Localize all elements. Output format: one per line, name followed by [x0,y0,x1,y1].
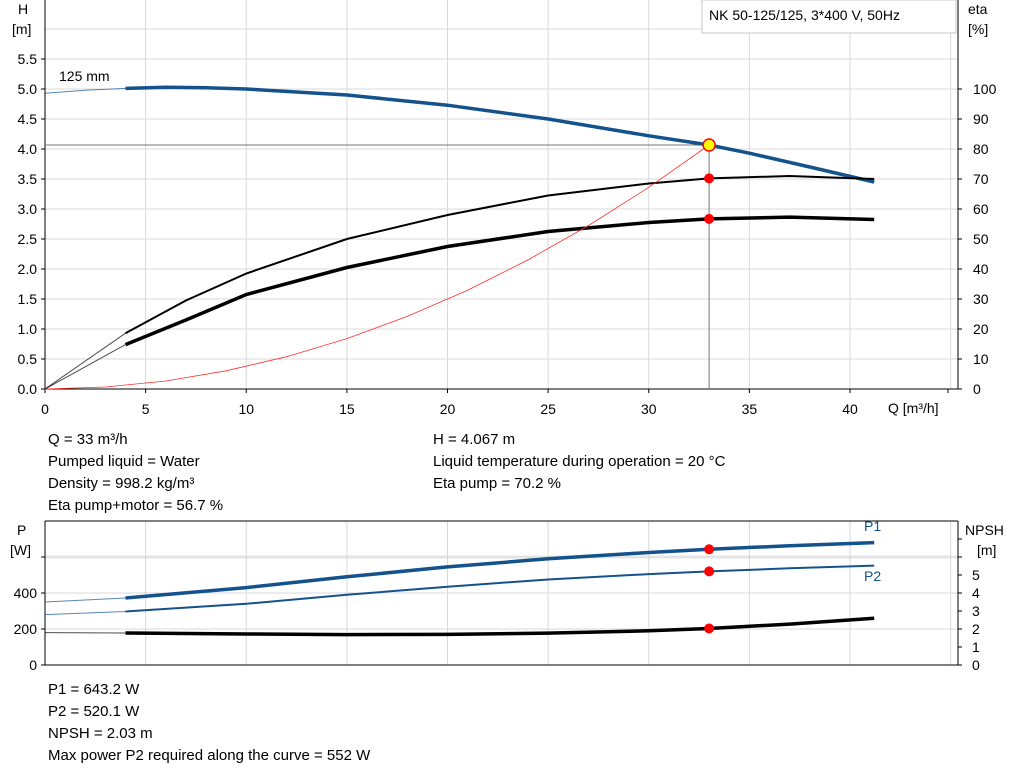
info-p2: P2 = 520.1 W [48,703,140,720]
npsh-axis-label: NPSH [965,522,1004,538]
eta-axis-label: eta [968,1,988,17]
p2-duty-marker [704,566,715,577]
q-tick-label: 0 [41,401,49,417]
eta-tick-label: 40 [973,261,989,277]
h-tick-label: 5.5 [18,51,38,67]
npsh-curve [125,616,875,637]
info-flow: Q = 33 m³/h [48,431,128,448]
bottom-chart-series [44,540,875,637]
npsh-axis-unit: [m] [977,542,996,558]
q-tick-label: 40 [842,401,858,417]
p-axis-unit: [W] [10,542,31,558]
q-tick-label: 10 [238,401,254,417]
h-tick-label: 4.0 [18,141,38,157]
p-axis-label: P [17,522,26,538]
info-eta-pump: Eta pump = 70.2 % [433,475,561,492]
q-tick-label: 20 [440,401,456,417]
title-box: NK 50-125/125, 3*400 V, 50Hz [701,0,957,34]
curve-label-125mm: 125 mm [59,68,110,84]
h-tick-label: 5.0 [18,81,38,97]
info-eta-pump-motor: Eta pump+motor = 56.7 % [48,497,224,514]
eta-tick-label: 100 [973,81,997,97]
h-tick-label: 1.0 [18,321,38,337]
eta-tick-label: 70 [973,171,989,187]
eta-tick-label: 10 [973,351,989,367]
p1-duty-marker [704,544,715,555]
npsh-tick-label: 4 [972,585,980,601]
info-temperature: Liquid temperature during operation = 20… [433,453,726,470]
q-tick-label: 15 [339,401,355,417]
info-p1: P1 = 643.2 W [48,681,140,698]
npsh-duty-marker [704,623,715,634]
eta-pump-duty-marker [704,173,715,184]
h-axis-label: H [18,1,28,17]
H-curve [125,85,875,184]
p1-curve-extrapolated [44,597,126,603]
h-tick-label: 1.5 [18,291,38,307]
system-curve [44,144,710,390]
q-tick-label: 30 [641,401,657,417]
info-power: P1 = 643.2 W P2 = 520.1 W NPSH = 2.03 m … [48,679,370,767]
h-tick-label: 0.5 [18,351,38,367]
tick-labels: 0.00.51.01.52.02.53.03.54.04.55.05.50102… [14,51,997,673]
eta-pump-motor-curve-extrapolated [44,344,126,390]
eta-tick-label: 20 [973,321,989,337]
p-tick-label: 200 [14,621,38,637]
eta-pump-curve [125,174,875,335]
h-tick-label: 3.0 [18,201,38,217]
q-tick-label: 25 [540,401,556,417]
npsh-tick-label: 2 [972,621,980,637]
p2-curve [125,564,875,613]
top-chart-series [44,85,875,390]
eta-tick-label: 80 [973,141,989,157]
eta-tick-label: 90 [973,111,989,127]
q-axis-label: Q [m³/h] [888,400,939,416]
info-left: Q = 33 m³/h Pumped liquid = Water Densit… [48,429,223,517]
npsh-tick-label: 0 [972,657,980,673]
eta-tick-label: 50 [973,231,989,247]
h-axis-unit: [m] [12,21,31,37]
npsh-tick-label: 5 [972,567,980,583]
p2-curve-extrapolated [44,611,126,616]
h-tick-label: 3.5 [18,171,38,187]
eta-tick-label: 0 [973,381,981,397]
eta-pump-motor-duty-marker [704,213,715,224]
info-right: H = 4.067 m Liquid temperature during op… [433,429,725,495]
info-density: Density = 998.2 kg/m³ [48,475,195,492]
h-tick-label: 2.5 [18,231,38,247]
bottom-chart-grid [41,520,962,666]
h-tick-label: 4.5 [18,111,38,127]
p1-curve [125,540,875,600]
top-plot-area [45,0,958,389]
eta-axis-unit: [%] [968,21,988,37]
h-tick-label: 2.0 [18,261,38,277]
chart-title: NK 50-125/125, 3*400 V, 50Hz [709,7,900,23]
q-tick-label: 5 [142,401,150,417]
npsh-tick-label: 3 [972,603,980,619]
eta-pump-curve-extrapolated [44,332,126,390]
p-tick-label: 0 [29,657,37,673]
npsh-tick-label: 1 [972,639,980,655]
info-liquid: Pumped liquid = Water [48,453,200,470]
p-tick-label: 400 [14,585,38,601]
eta-tick-label: 30 [973,291,989,307]
info-max-power: Max power P2 required along the curve = … [48,747,371,764]
info-npsh: NPSH = 2.03 m [48,725,153,742]
H-curve-extrapolated [44,87,126,94]
top-chart-grid [41,0,962,393]
duty-point-marker [702,138,716,152]
eta-tick-label: 60 [973,201,989,217]
eta-pump-motor-curve [124,215,875,347]
q-tick-label: 35 [742,401,758,417]
p1-series-label: P1 [864,518,881,534]
info-head: H = 4.067 m [433,431,516,448]
p2-series-label: P2 [864,568,881,584]
h-tick-label: 0.0 [18,381,38,397]
